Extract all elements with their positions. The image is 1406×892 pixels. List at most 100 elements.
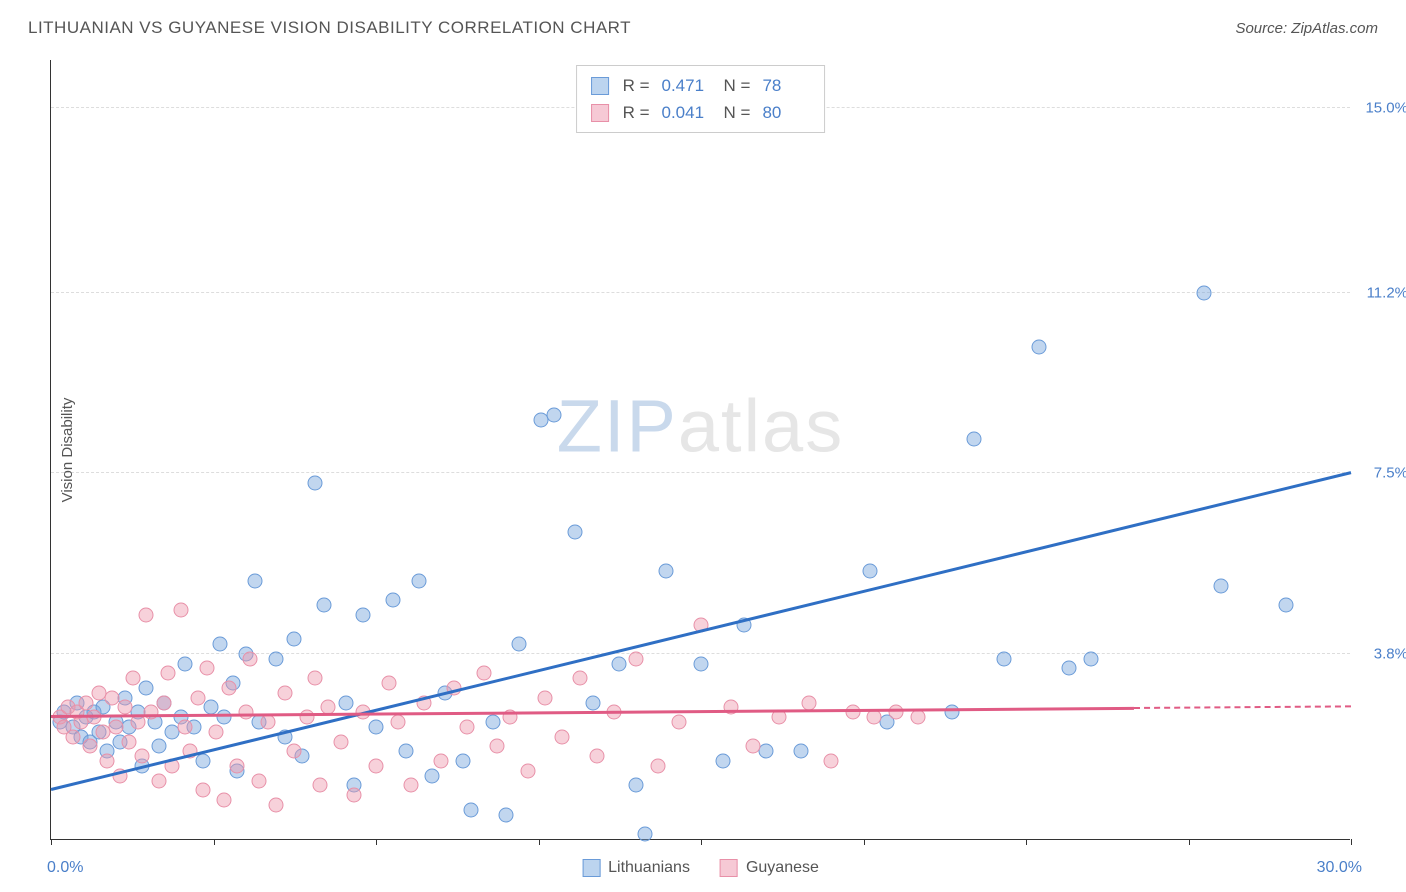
data-point [555,729,570,744]
r-label: R = [623,72,650,99]
n-value: 78 [762,72,810,99]
legend-stat-row: R =0.471N =78 [591,72,811,99]
data-point [490,739,505,754]
data-point [356,607,371,622]
data-point [672,715,687,730]
data-point [802,695,817,710]
r-value: 0.471 [662,72,710,99]
y-tick-label: 15.0% [1365,99,1406,116]
data-point [715,754,730,769]
data-point [572,671,587,686]
data-point [221,680,236,695]
data-point [286,744,301,759]
data-point [260,715,275,730]
data-point [200,661,215,676]
data-point [195,783,210,798]
x-tick [539,839,540,845]
data-point [347,788,362,803]
data-point [499,807,514,822]
data-point [143,705,158,720]
data-point [520,763,535,778]
source-attribution: Source: ZipAtlas.com [1235,20,1378,37]
data-point [390,715,405,730]
data-point [477,666,492,681]
data-point [65,729,80,744]
legend-stat-row: R =0.041N =80 [591,99,811,126]
data-point [889,705,904,720]
data-point [191,690,206,705]
r-value: 0.041 [662,99,710,126]
watermark-atlas: atlas [678,385,844,468]
data-point [269,797,284,812]
data-point [659,563,674,578]
data-point [997,651,1012,666]
data-point [334,734,349,749]
data-point [629,651,644,666]
data-point [464,802,479,817]
data-point [299,710,314,725]
x-max-label: 30.0% [1317,859,1362,877]
data-point [611,656,626,671]
data-point [104,690,119,705]
data-point [156,695,171,710]
y-tick-label: 7.5% [1374,465,1406,482]
data-point [1196,286,1211,301]
data-point [117,700,132,715]
data-point [308,476,323,491]
data-point [399,744,414,759]
data-point [759,744,774,759]
legend-series-label: Guyanese [746,859,819,877]
data-point [312,778,327,793]
x-min-label: 0.0% [47,859,83,877]
data-point [161,666,176,681]
data-point [178,719,193,734]
data-point [824,754,839,769]
n-value: 80 [762,99,810,126]
data-point [945,705,960,720]
legend-swatch [582,859,600,877]
data-point [230,758,245,773]
data-point [650,758,665,773]
data-point [434,754,449,769]
gridline: 11.2% [51,292,1350,293]
data-point [1062,661,1077,676]
data-point [863,563,878,578]
plot-region: ZIPatlas R =0.471N =78R =0.041N =80 3.8%… [50,60,1350,840]
x-tick [51,839,52,845]
data-point [269,651,284,666]
data-point [178,656,193,671]
data-point [967,432,982,447]
data-point [278,685,293,700]
data-point [152,739,167,754]
data-point [546,407,561,422]
x-tick [864,839,865,845]
x-tick [701,839,702,845]
watermark-zip: ZIP [557,385,678,468]
data-point [135,749,150,764]
data-point [460,719,475,734]
data-point [208,724,223,739]
data-point [585,695,600,710]
x-tick [1026,839,1027,845]
data-point [139,680,154,695]
data-point [308,671,323,686]
x-tick [376,839,377,845]
data-point [239,705,254,720]
data-point [403,778,418,793]
data-point [694,656,709,671]
data-point [100,754,115,769]
data-point [83,739,98,754]
legend-stats: R =0.471N =78R =0.041N =80 [576,65,826,133]
data-point [455,754,470,769]
trend-line [1134,705,1351,709]
data-point [590,749,605,764]
data-point [724,700,739,715]
data-point [386,593,401,608]
data-point [1279,598,1294,613]
data-point [486,715,501,730]
data-point [910,710,925,725]
data-point [1084,651,1099,666]
data-point [746,739,761,754]
data-point [1032,339,1047,354]
chart-title: LITHUANIAN VS GUYANESE VISION DISABILITY… [28,18,631,38]
